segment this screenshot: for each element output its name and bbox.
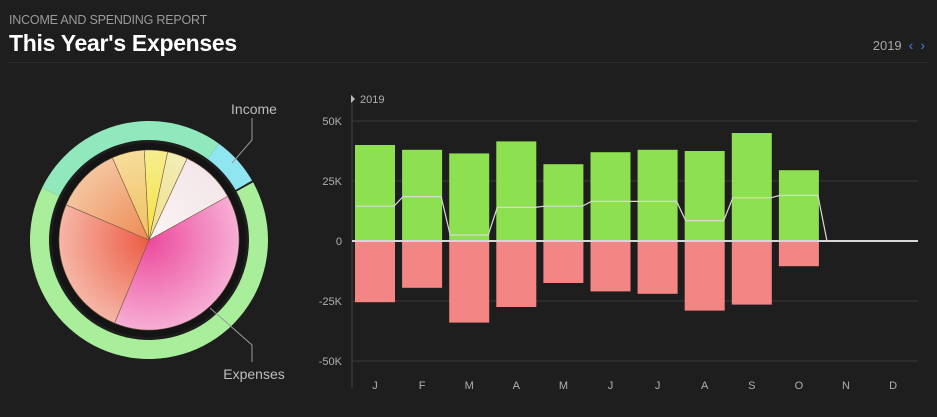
x-tick-label: M [559,380,568,392]
x-tick-label: O [795,380,804,392]
expense-slice[interactable] [114,195,240,331]
expenses-label: Expenses [223,366,284,382]
income-ring-cyan[interactable] [207,143,253,190]
year-label: 2019 [872,37,902,53]
series-label: 2019 [360,94,384,106]
income-bar[interactable] [355,145,395,241]
expense-bar[interactable] [590,241,631,292]
income-bar[interactable] [543,164,584,241]
expense-slice[interactable] [65,157,150,241]
y-tick-label: 25K [322,176,342,188]
y-tick-label: 0 [336,236,342,248]
income-bar[interactable] [731,133,772,241]
y-tick-label: 50K [322,116,342,128]
x-tick-label: M [465,380,474,392]
x-tick-label: S [748,380,755,392]
year-navigator: 2019 ‹ › [873,37,925,53]
expense-bar[interactable] [731,241,772,305]
expense-bar[interactable] [496,241,537,307]
expense-slice[interactable] [148,151,188,241]
page-title: This Year's Expenses [9,30,237,56]
x-tick-label: J [372,380,378,392]
expense-bar[interactable] [543,241,584,283]
income-bar[interactable] [496,141,537,241]
income-bar[interactable] [684,151,725,241]
income-bar[interactable] [402,149,443,241]
x-tick-label: A [513,380,521,392]
expenses-leader-line [209,307,253,362]
income-leader-line [231,118,253,164]
x-tick-label: D [889,380,897,392]
header-divider [9,62,928,63]
income-bar[interactable] [778,170,819,241]
income-bar[interactable] [590,152,631,241]
chevron-right-icon[interactable]: › [920,37,925,53]
income-bar[interactable] [449,153,490,241]
income-label: Income [231,101,277,117]
report-subtitle: INCOME AND SPENDING REPORT [9,13,208,27]
expenses-ring[interactable] [30,182,269,359]
expense-bar[interactable] [449,241,490,323]
y-tick-label: -25K [319,296,343,308]
expense-bar[interactable] [637,241,678,294]
expense-slice[interactable] [58,204,150,324]
donut-chart: Income Expenses [30,101,285,382]
net-line [356,194,913,242]
expense-bar[interactable] [684,241,725,311]
x-tick-label: J [608,380,614,392]
income-ring-teal[interactable] [42,121,219,197]
expense-bar[interactable] [402,241,443,288]
y-tick-label: -50K [319,356,343,368]
series-toggle-icon[interactable] [351,95,355,103]
x-tick-label: J [655,380,661,392]
expense-bar[interactable] [778,241,819,267]
x-tick-label: F [419,380,426,392]
x-tick-label: N [842,380,850,392]
chevron-left-icon[interactable]: ‹ [908,37,914,53]
x-tick-label: A [701,380,709,392]
expense-bar[interactable] [355,241,395,303]
income-bar[interactable] [637,149,678,241]
